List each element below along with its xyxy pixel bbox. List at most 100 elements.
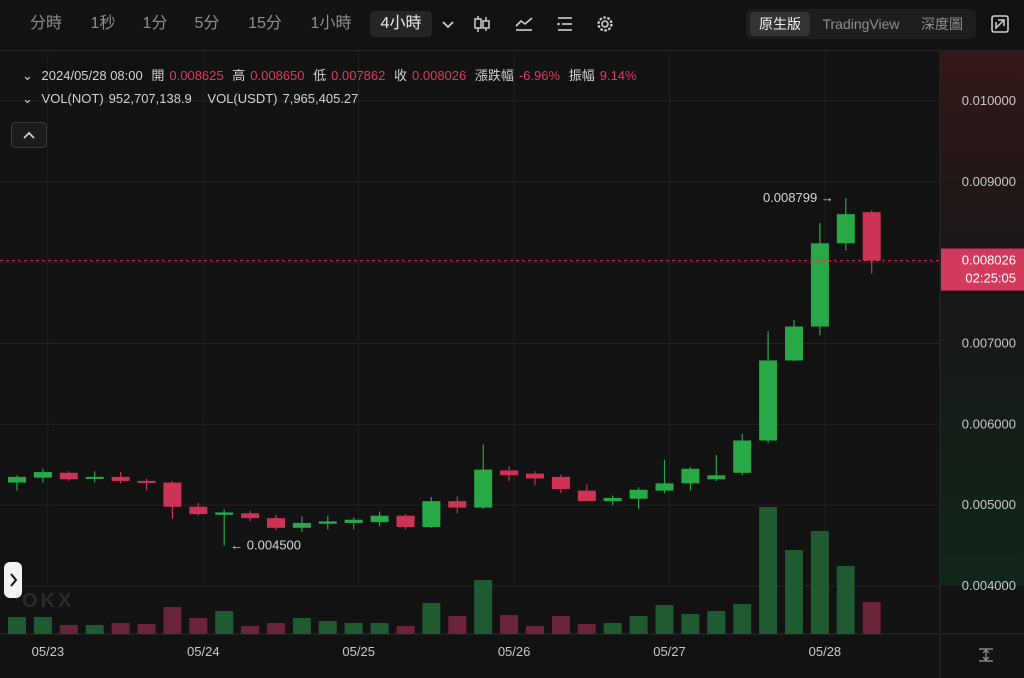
x-tick-label: 05/28 (809, 644, 842, 659)
candle-body (785, 326, 803, 361)
volume-bar (707, 611, 726, 634)
volume-bar (422, 603, 441, 634)
tab-timeframe-fenshi[interactable]: 分時 (29, 15, 62, 32)
candle-body (292, 522, 311, 528)
candle-body (241, 513, 260, 519)
candle-body (862, 212, 881, 261)
tab-timeframe-4h[interactable]: 4小時 (370, 11, 432, 37)
volume-bar (370, 623, 389, 634)
vol-quote-label: VOL(USDT) (207, 91, 278, 106)
candle-body (759, 360, 778, 441)
last-price-tag (941, 248, 1024, 291)
candle-body (344, 519, 363, 523)
volume-bar (292, 618, 311, 634)
view-switcher: 原生版 TradingView 深度圖 (746, 9, 976, 39)
legend-close-label: 收 (394, 68, 408, 83)
candle-body (707, 475, 726, 480)
tab-timeframe-5m[interactable]: 5分 (194, 15, 220, 32)
view-native-button[interactable]: 原生版 (750, 12, 810, 36)
candle-body (577, 490, 596, 502)
candle-body (137, 480, 156, 483)
chevron-up-icon (23, 131, 35, 139)
view-tradingview-button[interactable]: TradingView (822, 16, 900, 32)
volume-collapse-icon[interactable]: ⌄ (22, 91, 33, 106)
expand-panel-button[interactable] (4, 562, 22, 598)
candle-body (500, 470, 519, 476)
candle-body (655, 483, 674, 491)
candle-body (85, 476, 104, 479)
volume-legend: ⌄ VOL(NOT) 952,707,138.9 VOL(USDT) 7,965,4… (22, 91, 363, 107)
candle-body (33, 472, 52, 478)
price-axis-background (940, 51, 1024, 586)
volume-bar (59, 625, 78, 634)
volume-bar (681, 614, 700, 634)
legend-high-value: 0.008650 (250, 68, 305, 83)
tab-timeframe-1m[interactable]: 1分 (142, 15, 168, 32)
legend-low-value: 0.007862 (331, 68, 386, 83)
candle-body (629, 489, 648, 499)
volume-bar (551, 616, 570, 634)
volume-bar (189, 618, 208, 634)
reset-axis-icon[interactable] (979, 648, 993, 662)
y-tick-label: 0.005000 (962, 497, 1016, 512)
x-tick-label: 05/23 (32, 644, 65, 659)
volume-bar (474, 580, 493, 634)
volume-bar (163, 607, 182, 634)
tab-timeframe-1s[interactable]: 1秒 (90, 15, 116, 32)
candle-body (8, 476, 26, 483)
tab-timeframe-1h[interactable]: 1小時 (310, 15, 352, 32)
volume-bar (629, 616, 648, 634)
candle-body (448, 501, 467, 508)
menu-lines-icon[interactable] (555, 14, 575, 34)
chevron-right-icon (10, 573, 18, 587)
candle-body (836, 214, 855, 244)
chevron-down-icon[interactable] (438, 14, 458, 34)
candle-body (111, 476, 130, 481)
x-tick-label: 05/26 (498, 644, 531, 659)
candle-body (422, 501, 441, 527)
legend-amp-label: 振幅 (568, 68, 595, 83)
legend-close-value: 0.008026 (412, 68, 467, 83)
y-tick-label: 0.006000 (962, 416, 1016, 431)
x-tick-label: 05/24 (187, 644, 220, 659)
legend-collapse-icon[interactable]: ⌄ (22, 68, 33, 83)
indicator-icon[interactable] (514, 14, 534, 34)
candle-body (370, 515, 389, 523)
legend-datetime: 2024/05/28 08:00 (41, 68, 143, 83)
y-tick-label: 0.009000 (962, 174, 1016, 189)
legend-open-label: 開 (151, 68, 165, 83)
toolbar-divider (0, 50, 1024, 51)
volume-bar (785, 550, 803, 634)
volume-bar (526, 626, 544, 634)
candle-body (163, 482, 182, 507)
volume-bar (267, 623, 285, 634)
volume-bar (85, 625, 104, 634)
volume-bar (603, 623, 622, 634)
vol-base-label: VOL(NOT) (41, 91, 104, 106)
candle-body (526, 473, 544, 479)
candle-body (551, 476, 570, 489)
candlestick-chart[interactable]: 0.010000 0.009000 0.007000 0.006000 0.005000… (0, 51, 1024, 678)
legend-low-label: 低 (313, 68, 327, 83)
collapse-indicators-button[interactable] (11, 122, 47, 148)
candle-body (474, 469, 493, 508)
x-tick-label: 05/25 (342, 644, 375, 659)
toolbar: 分時 1秒 1分 5分 15分 1小時 4小時 原生版 TradingView … (0, 0, 1024, 50)
vol-base-value: 952,707,138.9 (108, 91, 192, 106)
view-depth-button[interactable]: 深度圖 (921, 16, 963, 32)
gear-icon[interactable] (595, 14, 615, 34)
fullscreen-icon[interactable] (990, 14, 1010, 34)
candle-body (810, 243, 829, 327)
legend-amp-value: 9.14% (599, 68, 637, 83)
tab-timeframe-15m[interactable]: 15分 (248, 15, 282, 32)
volume-bar (33, 617, 52, 634)
candle-body (318, 521, 337, 524)
volume-bar (862, 602, 881, 634)
volume-bar (344, 623, 363, 634)
y-tick-label: 0.010000 (962, 93, 1016, 108)
candlestick-icon[interactable] (472, 14, 492, 34)
last-price-value: 0.008026 (962, 253, 1016, 268)
volume-bar (448, 616, 467, 634)
volume-bar (318, 621, 337, 634)
ohlc-legend: ⌄ 2024/05/28 08:00 開 0.008625 高 0.008650 低… (22, 65, 642, 84)
